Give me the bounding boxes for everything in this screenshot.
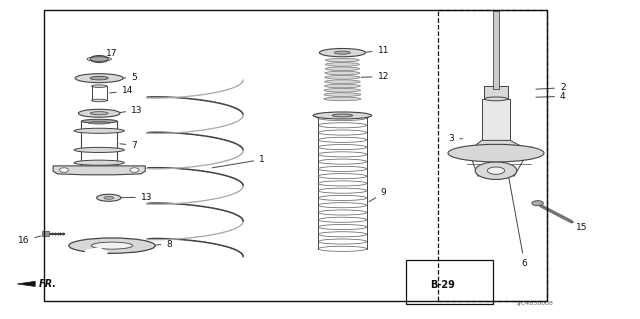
- Ellipse shape: [79, 109, 120, 117]
- Bar: [406, 260, 493, 304]
- Bar: [493, 11, 499, 89]
- Text: 3: 3: [449, 134, 463, 143]
- Text: 7: 7: [120, 141, 137, 150]
- Polygon shape: [467, 140, 531, 152]
- Text: 13: 13: [118, 106, 143, 115]
- Text: 2: 2: [536, 83, 566, 92]
- Bar: [467, 147, 531, 152]
- Text: 16: 16: [18, 236, 41, 245]
- Ellipse shape: [324, 97, 361, 101]
- Polygon shape: [17, 281, 35, 286]
- Text: 17: 17: [99, 49, 117, 58]
- Ellipse shape: [325, 67, 360, 70]
- Circle shape: [130, 168, 139, 172]
- Text: 8: 8: [150, 240, 172, 249]
- Ellipse shape: [488, 167, 504, 174]
- Ellipse shape: [90, 112, 108, 115]
- Ellipse shape: [484, 97, 508, 101]
- Ellipse shape: [325, 63, 360, 66]
- Ellipse shape: [324, 93, 361, 96]
- Ellipse shape: [74, 160, 124, 165]
- Ellipse shape: [97, 194, 121, 201]
- Wedge shape: [85, 248, 108, 259]
- Ellipse shape: [475, 162, 517, 180]
- Text: 6: 6: [508, 174, 527, 268]
- Circle shape: [60, 168, 68, 172]
- Ellipse shape: [324, 80, 360, 84]
- Text: 14: 14: [109, 86, 133, 95]
- Ellipse shape: [335, 51, 351, 54]
- Polygon shape: [53, 166, 145, 175]
- Ellipse shape: [319, 48, 365, 57]
- Text: 12: 12: [361, 72, 389, 81]
- Ellipse shape: [448, 144, 544, 162]
- Ellipse shape: [90, 56, 108, 63]
- Text: SJC4B30008: SJC4B30008: [515, 300, 553, 306]
- Text: 9: 9: [369, 189, 387, 202]
- Ellipse shape: [104, 196, 114, 199]
- Ellipse shape: [76, 74, 123, 83]
- Ellipse shape: [74, 128, 124, 133]
- Text: 5: 5: [121, 73, 137, 82]
- Bar: [438, 10, 547, 301]
- Ellipse shape: [313, 112, 372, 119]
- Ellipse shape: [325, 71, 360, 75]
- Ellipse shape: [92, 99, 107, 102]
- Ellipse shape: [69, 238, 155, 253]
- Ellipse shape: [324, 84, 360, 88]
- Ellipse shape: [532, 201, 543, 206]
- Text: FR.: FR.: [39, 279, 57, 289]
- Ellipse shape: [325, 76, 360, 79]
- Bar: [484, 86, 508, 99]
- Bar: [482, 99, 510, 140]
- Ellipse shape: [90, 77, 108, 80]
- Text: B-29: B-29: [430, 279, 455, 290]
- Text: 4: 4: [536, 92, 566, 101]
- Ellipse shape: [326, 58, 359, 62]
- Bar: [42, 231, 49, 236]
- Ellipse shape: [92, 242, 133, 249]
- Bar: [44, 10, 547, 301]
- Ellipse shape: [92, 85, 107, 87]
- Ellipse shape: [81, 119, 117, 123]
- Text: 1: 1: [212, 155, 265, 168]
- Text: 15: 15: [572, 222, 588, 232]
- Text: 13: 13: [119, 193, 152, 202]
- Text: 11: 11: [364, 46, 389, 55]
- Ellipse shape: [332, 114, 353, 117]
- Ellipse shape: [324, 88, 360, 92]
- Ellipse shape: [88, 122, 110, 124]
- Ellipse shape: [74, 147, 124, 152]
